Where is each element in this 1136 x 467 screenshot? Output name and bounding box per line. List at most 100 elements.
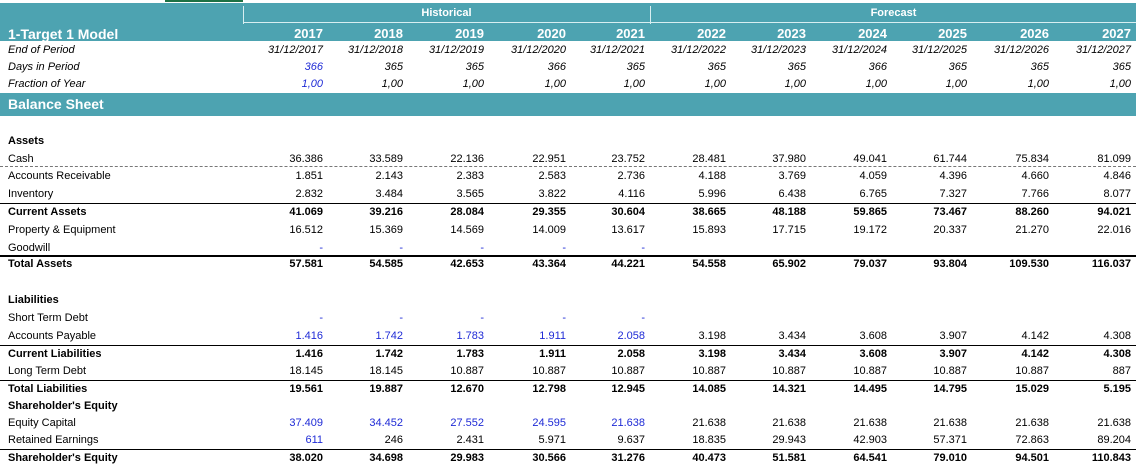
cell-value[interactable]: 38.665 [692, 206, 726, 218]
cell-value[interactable]: 59.865 [853, 206, 887, 218]
cell-value[interactable]: 41.069 [289, 206, 323, 218]
cell-value[interactable]: 10.887 [1015, 365, 1049, 377]
cell-value[interactable]: 19.887 [369, 383, 403, 395]
cell-value[interactable]: 4.059 [859, 170, 887, 182]
cell-value[interactable]: 94.021 [1097, 206, 1131, 218]
cell-value[interactable]: 365 [707, 61, 726, 73]
cell-value[interactable]: 4.846 [1103, 170, 1131, 182]
cell-value[interactable]: 1,00 [1027, 78, 1049, 90]
cell-value[interactable]: 16.512 [289, 224, 323, 236]
cell-value[interactable]: 365 [787, 61, 806, 73]
cell-value[interactable]: 18.835 [692, 434, 726, 446]
cell-value[interactable]: 14.085 [692, 383, 726, 395]
cell-value[interactable]: 14.795 [933, 383, 967, 395]
cell-value[interactable]: 23.752 [611, 153, 645, 165]
cell-value[interactable]: 72.863 [1015, 434, 1049, 446]
cell-value[interactable]: 79.010 [933, 452, 967, 464]
cell-value[interactable]: 29.983 [450, 452, 484, 464]
cell-value[interactable]: 366 [547, 61, 566, 73]
cell-value[interactable]: 1,00 [865, 78, 887, 90]
cell-value[interactable]: 2.143 [375, 170, 403, 182]
cell-value[interactable]: 1.911 [539, 348, 566, 360]
cell-value[interactable]: 93.804 [933, 258, 967, 270]
cell-value[interactable]: 365 [626, 61, 645, 73]
cell-value[interactable]: 12.670 [450, 383, 484, 395]
cell-value[interactable]: 54.585 [369, 258, 403, 270]
cell-value[interactable]: 4.396 [939, 170, 967, 182]
cell-value[interactable]: 17.715 [772, 224, 806, 236]
cell-value[interactable]: 366 [868, 61, 887, 73]
cell-value[interactable]: 19.561 [289, 383, 323, 395]
cell-value[interactable]: 89.204 [1097, 434, 1131, 446]
cell-value[interactable]: 3.608 [859, 330, 887, 342]
cell-value[interactable]: 1,00 [381, 78, 403, 90]
cell-value[interactable]: 2.583 [538, 170, 566, 182]
cell-value[interactable]: 42.903 [853, 434, 887, 446]
cell-value[interactable]: 49.041 [853, 153, 887, 165]
cell-value[interactable]: 7.327 [939, 188, 967, 200]
cell-value[interactable]: 1.911 [539, 330, 566, 342]
cell-value[interactable]: 3.769 [778, 170, 806, 182]
cell-value[interactable]: 65.902 [772, 258, 806, 270]
cell-value[interactable]: 366 [304, 61, 323, 73]
cell-value[interactable]: 21.638 [772, 417, 806, 429]
cell-value[interactable]: 1,00 [462, 78, 484, 90]
cell-value[interactable]: 4.116 [618, 188, 645, 200]
cell-value[interactable]: - [319, 312, 323, 324]
cell-value[interactable]: 4.142 [1021, 348, 1049, 360]
cell-value[interactable]: 31/12/2022 [670, 44, 726, 56]
cell-value[interactable]: 9.637 [617, 434, 645, 446]
cell-value[interactable]: 611 [305, 434, 323, 446]
cell-value[interactable]: 19.172 [853, 224, 887, 236]
cell-value[interactable]: - [562, 312, 566, 324]
cell-value[interactable]: 21.638 [1097, 417, 1131, 429]
cell-value[interactable]: 24.595 [532, 417, 566, 429]
cell-value[interactable]: - [319, 242, 323, 254]
cell-value[interactable]: 31/12/2018 [347, 44, 403, 56]
cell-value[interactable]: 31/12/2024 [831, 44, 887, 56]
cell-value[interactable]: 4.142 [1021, 330, 1049, 342]
cell-value[interactable]: 2.832 [295, 188, 323, 200]
cell-value[interactable]: 37.980 [772, 153, 806, 165]
cell-value[interactable]: 7.766 [1021, 188, 1049, 200]
cell-value[interactable]: 94.501 [1015, 452, 1049, 464]
cell-value[interactable]: 1,00 [544, 78, 566, 90]
cell-value[interactable]: 21.638 [692, 417, 726, 429]
cell-value[interactable]: 10.887 [450, 365, 484, 377]
cell-value[interactable]: 4.308 [1103, 348, 1131, 360]
cell-value[interactable]: 5.195 [1103, 383, 1131, 395]
cell-value[interactable]: 1,00 [704, 78, 726, 90]
cell-value[interactable]: 31/12/2021 [589, 44, 645, 56]
cell-value[interactable]: 21.638 [1015, 417, 1049, 429]
cell-value[interactable]: 75.834 [1015, 153, 1049, 165]
cell-value[interactable]: 30.566 [532, 452, 566, 464]
cell-value[interactable]: 15.369 [369, 224, 403, 236]
cell-value[interactable]: 40.473 [692, 452, 726, 464]
cell-value[interactable]: 4.188 [698, 170, 726, 182]
cell-value[interactable]: 57.371 [933, 434, 967, 446]
cell-value[interactable]: 39.216 [369, 206, 403, 218]
cell-value[interactable]: 14.495 [853, 383, 887, 395]
cell-value[interactable]: 54.558 [692, 258, 726, 270]
cell-value[interactable]: 29.943 [772, 434, 806, 446]
cell-value[interactable]: - [399, 242, 403, 254]
cell-value[interactable]: 5.971 [538, 434, 566, 446]
cell-value[interactable]: 31/12/2026 [993, 44, 1049, 56]
cell-value[interactable]: 15.029 [1015, 383, 1049, 395]
cell-value[interactable]: 21.270 [1015, 224, 1049, 236]
cell-value[interactable]: 13.617 [611, 224, 645, 236]
cell-value[interactable]: 1,00 [945, 78, 967, 90]
cell-value[interactable]: - [562, 242, 566, 254]
cell-value[interactable]: - [480, 312, 484, 324]
cell-value[interactable]: 12.798 [532, 383, 566, 395]
cell-value[interactable]: 246 [384, 434, 403, 446]
cell-value[interactable]: 3.198 [698, 348, 726, 360]
cell-value[interactable]: 2.431 [456, 434, 484, 446]
cell-value[interactable]: 81.099 [1097, 153, 1131, 165]
cell-value[interactable]: 3.822 [538, 188, 566, 200]
cell-value[interactable]: 10.887 [692, 365, 726, 377]
cell-value[interactable]: 14.569 [450, 224, 484, 236]
cell-value[interactable]: 31/12/2025 [911, 44, 967, 56]
cell-value[interactable]: 15.893 [692, 224, 726, 236]
cell-value[interactable]: 28.084 [450, 206, 484, 218]
